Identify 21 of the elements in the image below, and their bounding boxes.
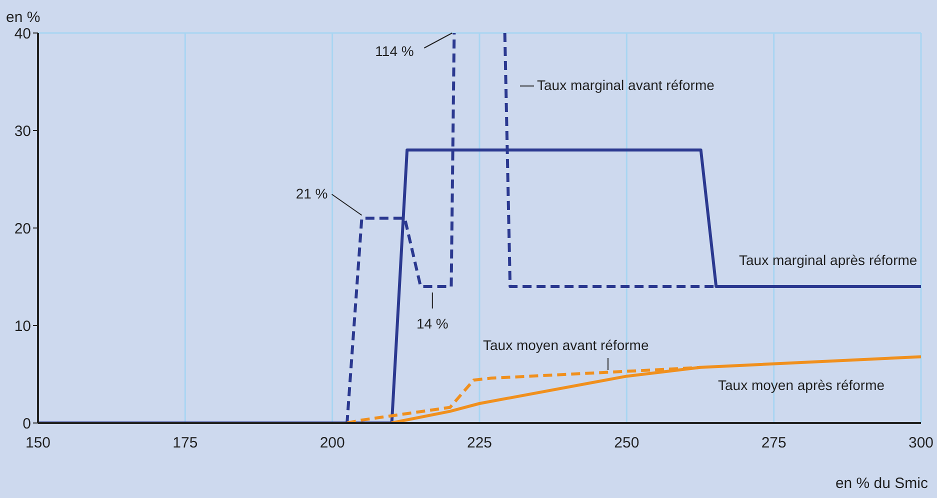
y-tick-label: 10 [14,318,31,335]
y-tick-label: 30 [14,122,31,140]
annotation: 114 % [375,43,414,59]
text: Taux marginal avant réforme [537,77,715,93]
annotation: 21 % [296,185,328,202]
x-tick-label: 250 [614,434,640,452]
series-label: Taux moyen avant réforme [483,337,649,353]
x-tick-label: 200 [320,434,345,452]
y-tick-label: 40 [14,25,31,42]
x-tick-label: 275 [761,434,786,452]
y-tick-label: 20 [14,220,31,238]
series-label: Taux marginal après réforme [739,252,918,268]
y-axis-title: en % [6,9,40,26]
annotation: 14 % [416,316,448,332]
series-label: Taux moyen après réforme [718,377,885,393]
x-tick-label: 225 [466,434,492,452]
x-axis-title: en % du Smic [835,475,928,492]
x-tick-label: 175 [172,434,198,452]
x-tick-label: 300 [908,434,934,452]
y-tick-label: 0 [22,415,31,432]
x-tick-label: 150 [25,434,51,452]
